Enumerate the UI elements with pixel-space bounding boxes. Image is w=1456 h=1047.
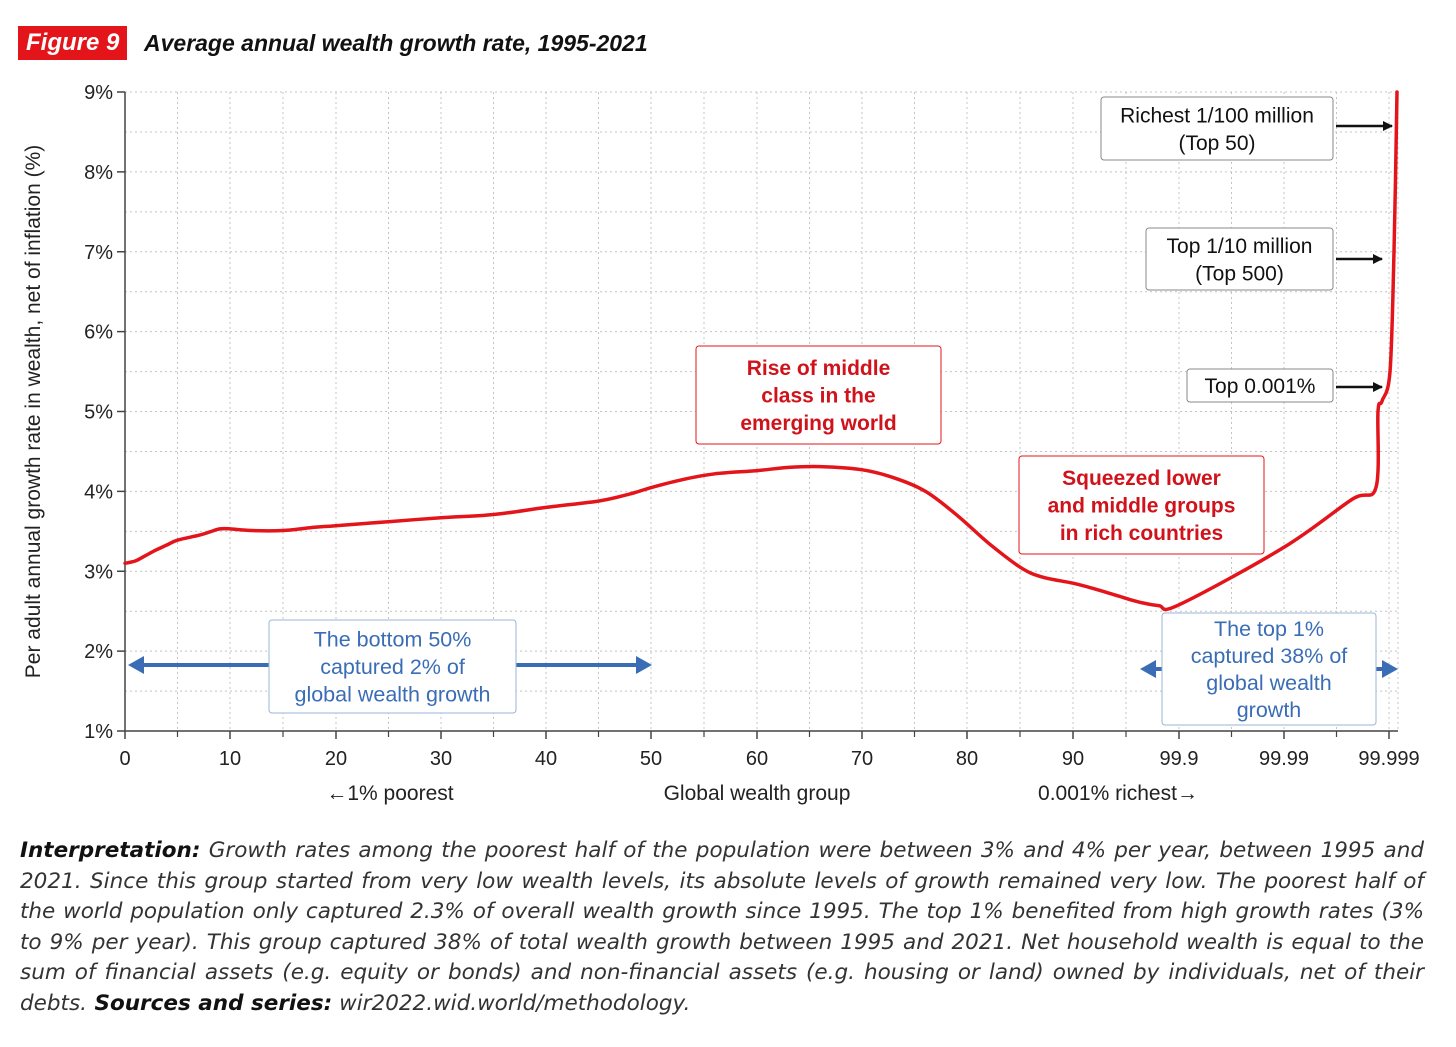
squeezed-groups-box <box>1018 455 1265 555</box>
x-tick-label: 80 <box>956 748 978 770</box>
x-axis-label-left: ←1% poorest <box>326 782 453 805</box>
rise-middle-class-text: Rise of middle class in the emerging world <box>740 357 896 435</box>
figure-badge: Figure 9 <box>18 26 128 60</box>
chart-axis-labels: Per adult annual growth rate in wealth, … <box>22 145 1198 805</box>
x-tick-label: 10 <box>219 748 241 770</box>
top-10m-line: (Top 500) <box>1195 262 1284 285</box>
line-chart: 1% 2% 3% 4% 5% 6% 7% 8% 9% 0 10 20 30 40 50 60 70 80 90 99.… <box>22 82 1420 805</box>
series-line-0 <box>123 90 1399 612</box>
x-tick-label: 99.9 <box>1160 748 1199 770</box>
top1-line: global wealth <box>1206 671 1332 695</box>
top-0001-text: Top 0.001% <box>1205 375 1316 398</box>
y-tick-label: 8% <box>84 162 113 184</box>
rise-middle-class-line: emerging world <box>740 412 896 435</box>
bottom50-line: captured 2% of <box>320 655 465 679</box>
x-tick-label: 60 <box>746 748 768 770</box>
top1-box <box>1161 612 1377 726</box>
x-tick-label: 20 <box>325 748 347 770</box>
y-tick-label: 6% <box>84 322 113 344</box>
figure-title: Average annual wealth growth rate, 1995-… <box>144 30 648 56</box>
squeezed-groups-line: and middle groups <box>1048 495 1236 518</box>
rise-middle-class-line: class in the <box>761 385 875 408</box>
sources-label: Sources and series: <box>87 990 333 1016</box>
y-tick-label: 3% <box>84 561 113 583</box>
bottom50-line: The bottom 50% <box>314 628 472 652</box>
squeezed-groups-line: in rich countries <box>1060 522 1223 545</box>
x-tick-label: 90 <box>1062 748 1084 770</box>
bottom50-arrow-head-right <box>636 656 652 674</box>
rise-middle-class-box <box>695 345 942 445</box>
richest-100m-line: (Top 50) <box>1178 132 1255 155</box>
bottom50-box <box>268 619 517 714</box>
x-tick-label: 50 <box>640 748 662 770</box>
sources-value: wir2022.wid.world/methodology. <box>332 990 691 1016</box>
chart-ticks: 1% 2% 3% 4% 5% 6% 7% 8% 9% 0 10 20 30 40 50 60 70 80 90 99.… <box>84 82 1419 770</box>
interpretation-body: Growth rates among the poorest half of t… <box>20 838 1424 1016</box>
x-axis-label: Global wealth group <box>664 782 851 805</box>
x-axis-label-right: 0.001% richest→ <box>1038 782 1198 805</box>
interpretation-lead: Interpretation: <box>20 838 201 863</box>
bottom50-line: global wealth growth <box>294 683 490 707</box>
bottom50-text: The bottom 50% captured 2% of global wealt… <box>294 628 490 707</box>
top-10m-text: Top 1/10 million (Top 500) <box>1167 235 1313 286</box>
top1-line: growth <box>1237 698 1302 722</box>
y-tick-label: 4% <box>84 481 113 503</box>
top1-arrow-head-left <box>1140 660 1156 678</box>
richest-100m-line: Richest 1/100 million <box>1120 104 1314 127</box>
top1-text: The top 1% captured 38% of global wealth gr… <box>1191 617 1348 722</box>
y-axis-label: Per adult annual growth rate in wealth, … <box>22 145 45 678</box>
squeezed-groups-text: Squeezed lower and middle groups in rich c… <box>1048 467 1236 545</box>
y-tick-label: 7% <box>84 242 113 264</box>
bottom50-arrow-head-left <box>128 656 144 674</box>
x-tick-label: 99.99 <box>1259 748 1309 770</box>
y-tick-label: 1% <box>84 721 113 743</box>
top-10m-box <box>1145 227 1334 291</box>
top1-line: The top 1% <box>1214 617 1324 641</box>
richest-100m-box <box>1100 96 1334 161</box>
richest-100m-text: Richest 1/100 million (Top 50) <box>1120 104 1314 155</box>
y-tick-label: 5% <box>84 402 113 424</box>
top-0001-line: Top 0.001% <box>1205 375 1316 398</box>
x-tick-label: 99.999 <box>1358 748 1419 770</box>
x-tick-label: 0 <box>119 748 130 770</box>
y-tick-label: 9% <box>84 82 113 104</box>
x-tick-label: 30 <box>430 748 452 770</box>
x-tick-label: 40 <box>535 748 557 770</box>
top1-arrow-head-right <box>1382 660 1398 678</box>
top1-line: captured 38% of <box>1191 644 1348 668</box>
y-tick-label: 2% <box>84 641 113 663</box>
rise-middle-class-line: Rise of middle <box>747 357 891 380</box>
chart-annotations: Rise of middle class in the emerging world… <box>128 96 1398 726</box>
interpretation-note: Interpretation: Growth rates among the p… <box>20 836 1424 1019</box>
squeezed-groups-line: Squeezed lower <box>1062 467 1221 490</box>
chart-grid <box>124 91 1399 732</box>
chart-series <box>123 90 1399 612</box>
x-tick-label: 70 <box>851 748 873 770</box>
top-0001-box <box>1186 368 1334 403</box>
top-10m-line: Top 1/10 million <box>1167 235 1313 258</box>
